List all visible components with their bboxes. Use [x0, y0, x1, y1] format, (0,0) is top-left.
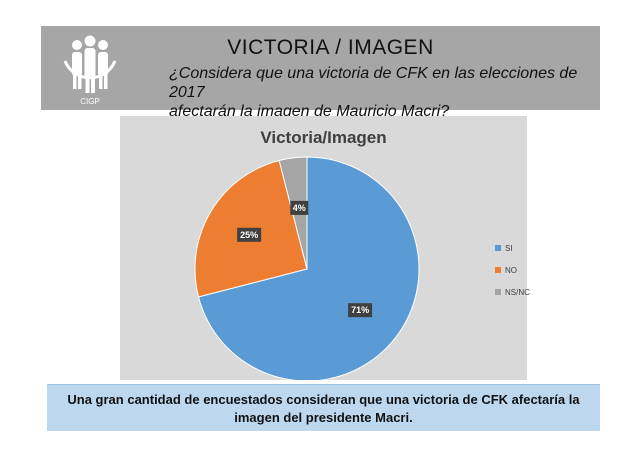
page-title: VICTORIA / IMAGEN	[227, 36, 434, 59]
cigp-logo: CIGP	[63, 35, 117, 106]
legend-item-no: NO	[495, 262, 545, 278]
conclusion-line-1: Una gran cantidad de encuestados conside…	[67, 392, 580, 407]
data-label-no: 25%	[237, 227, 262, 242]
svg-text:25%: 25%	[240, 230, 258, 240]
conclusion-box: Una gran cantidad de encuestados conside…	[47, 384, 600, 431]
subtitle-line-2: afectarán la imagen de Mauricio Macri?	[169, 103, 450, 120]
legend-label: NO	[505, 265, 517, 275]
legend-label: NS/NC	[505, 287, 530, 297]
data-label-ns-nc: 4%	[290, 200, 309, 215]
legend-swatch	[495, 289, 501, 295]
pie-chart: 71% 25% 4%	[194, 156, 420, 380]
svg-text:71%: 71%	[351, 305, 369, 315]
legend-item-si: SI	[495, 240, 545, 256]
legend-label: SI	[505, 243, 513, 253]
logo-text: CIGP	[80, 97, 100, 106]
subtitle-line-1: ¿Considera que una victoria de CFK en la…	[169, 65, 578, 101]
conclusion-line-2: imagen del presidente Macri.	[234, 410, 413, 425]
chart-title: Victoria/Imagen	[260, 128, 387, 147]
data-label-si: 71%	[348, 303, 373, 318]
legend-swatch	[495, 267, 501, 273]
conclusion-text: Una gran cantidad de encuestados conside…	[47, 385, 600, 427]
chart-legend: SI NO NS/NC	[495, 240, 545, 306]
header-banner: CIGP VICTORIA / IMAGEN ¿Considera que un…	[41, 26, 600, 120]
chart-area: Victoria/Imagen 71% 25% 4% SI NO NS/NC	[120, 116, 530, 380]
legend-item-ns-nc: NS/NC	[495, 284, 545, 300]
pie-slice-si	[197, 156, 420, 380]
legend-swatch	[495, 245, 501, 251]
svg-text:4%: 4%	[293, 203, 306, 213]
page-subtitle: ¿Considera que una victoria de CFK en la…	[169, 64, 589, 121]
